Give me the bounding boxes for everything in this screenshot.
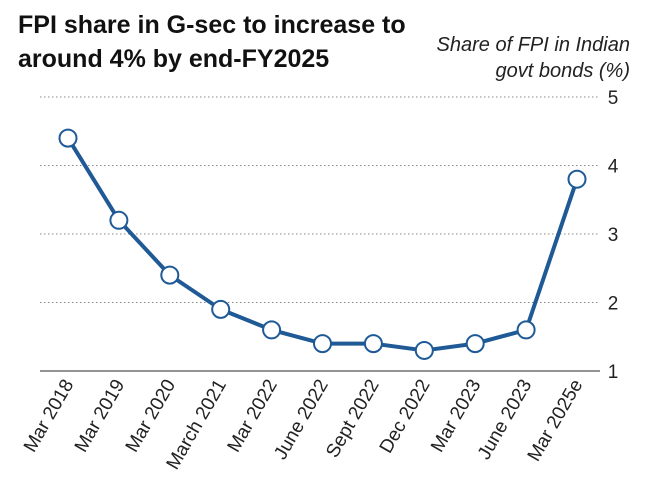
y-tick-labels: 1 2 3 4 5 bbox=[608, 88, 619, 383]
x-tick-label-9: Mar 2023 bbox=[427, 376, 485, 456]
data-point-4 bbox=[211, 299, 231, 319]
data-point-8 bbox=[414, 340, 434, 360]
x-tick-label-5: Mar 2022 bbox=[224, 376, 282, 456]
series-line-group bbox=[66, 136, 579, 353]
data-point-3 bbox=[160, 265, 180, 285]
gridlines bbox=[40, 96, 600, 372]
x-tick-label-3: Mar 2020 bbox=[122, 376, 180, 456]
data-point-6 bbox=[313, 334, 332, 354]
x-tick-label-8: Dec 2022 bbox=[376, 376, 435, 457]
data-point-2 bbox=[109, 210, 129, 230]
y-tick-label-3: 3 bbox=[608, 225, 619, 246]
y-tick-label-2: 2 bbox=[608, 294, 619, 315]
data-point-10 bbox=[516, 320, 536, 340]
series-line bbox=[66, 136, 579, 353]
y-axis-label: Share of FPI in Indian govt bonds (%) bbox=[436, 34, 630, 82]
data-point-5 bbox=[262, 320, 282, 340]
data-points bbox=[58, 128, 587, 360]
chart-title: FPI share in G-sec to increase to around… bbox=[18, 11, 406, 73]
data-point-1 bbox=[58, 128, 78, 148]
data-point-7 bbox=[363, 334, 383, 354]
x-tick-label-1: Mar 2018 bbox=[20, 376, 78, 456]
data-point-9 bbox=[465, 334, 485, 354]
y-tick-label-1: 1 bbox=[608, 362, 619, 383]
y-tick-label-4: 4 bbox=[608, 157, 619, 178]
y-tick-label-5: 5 bbox=[608, 88, 619, 109]
x-tick-label-2: Mar 2019 bbox=[71, 376, 129, 456]
data-point-11 bbox=[567, 169, 587, 189]
